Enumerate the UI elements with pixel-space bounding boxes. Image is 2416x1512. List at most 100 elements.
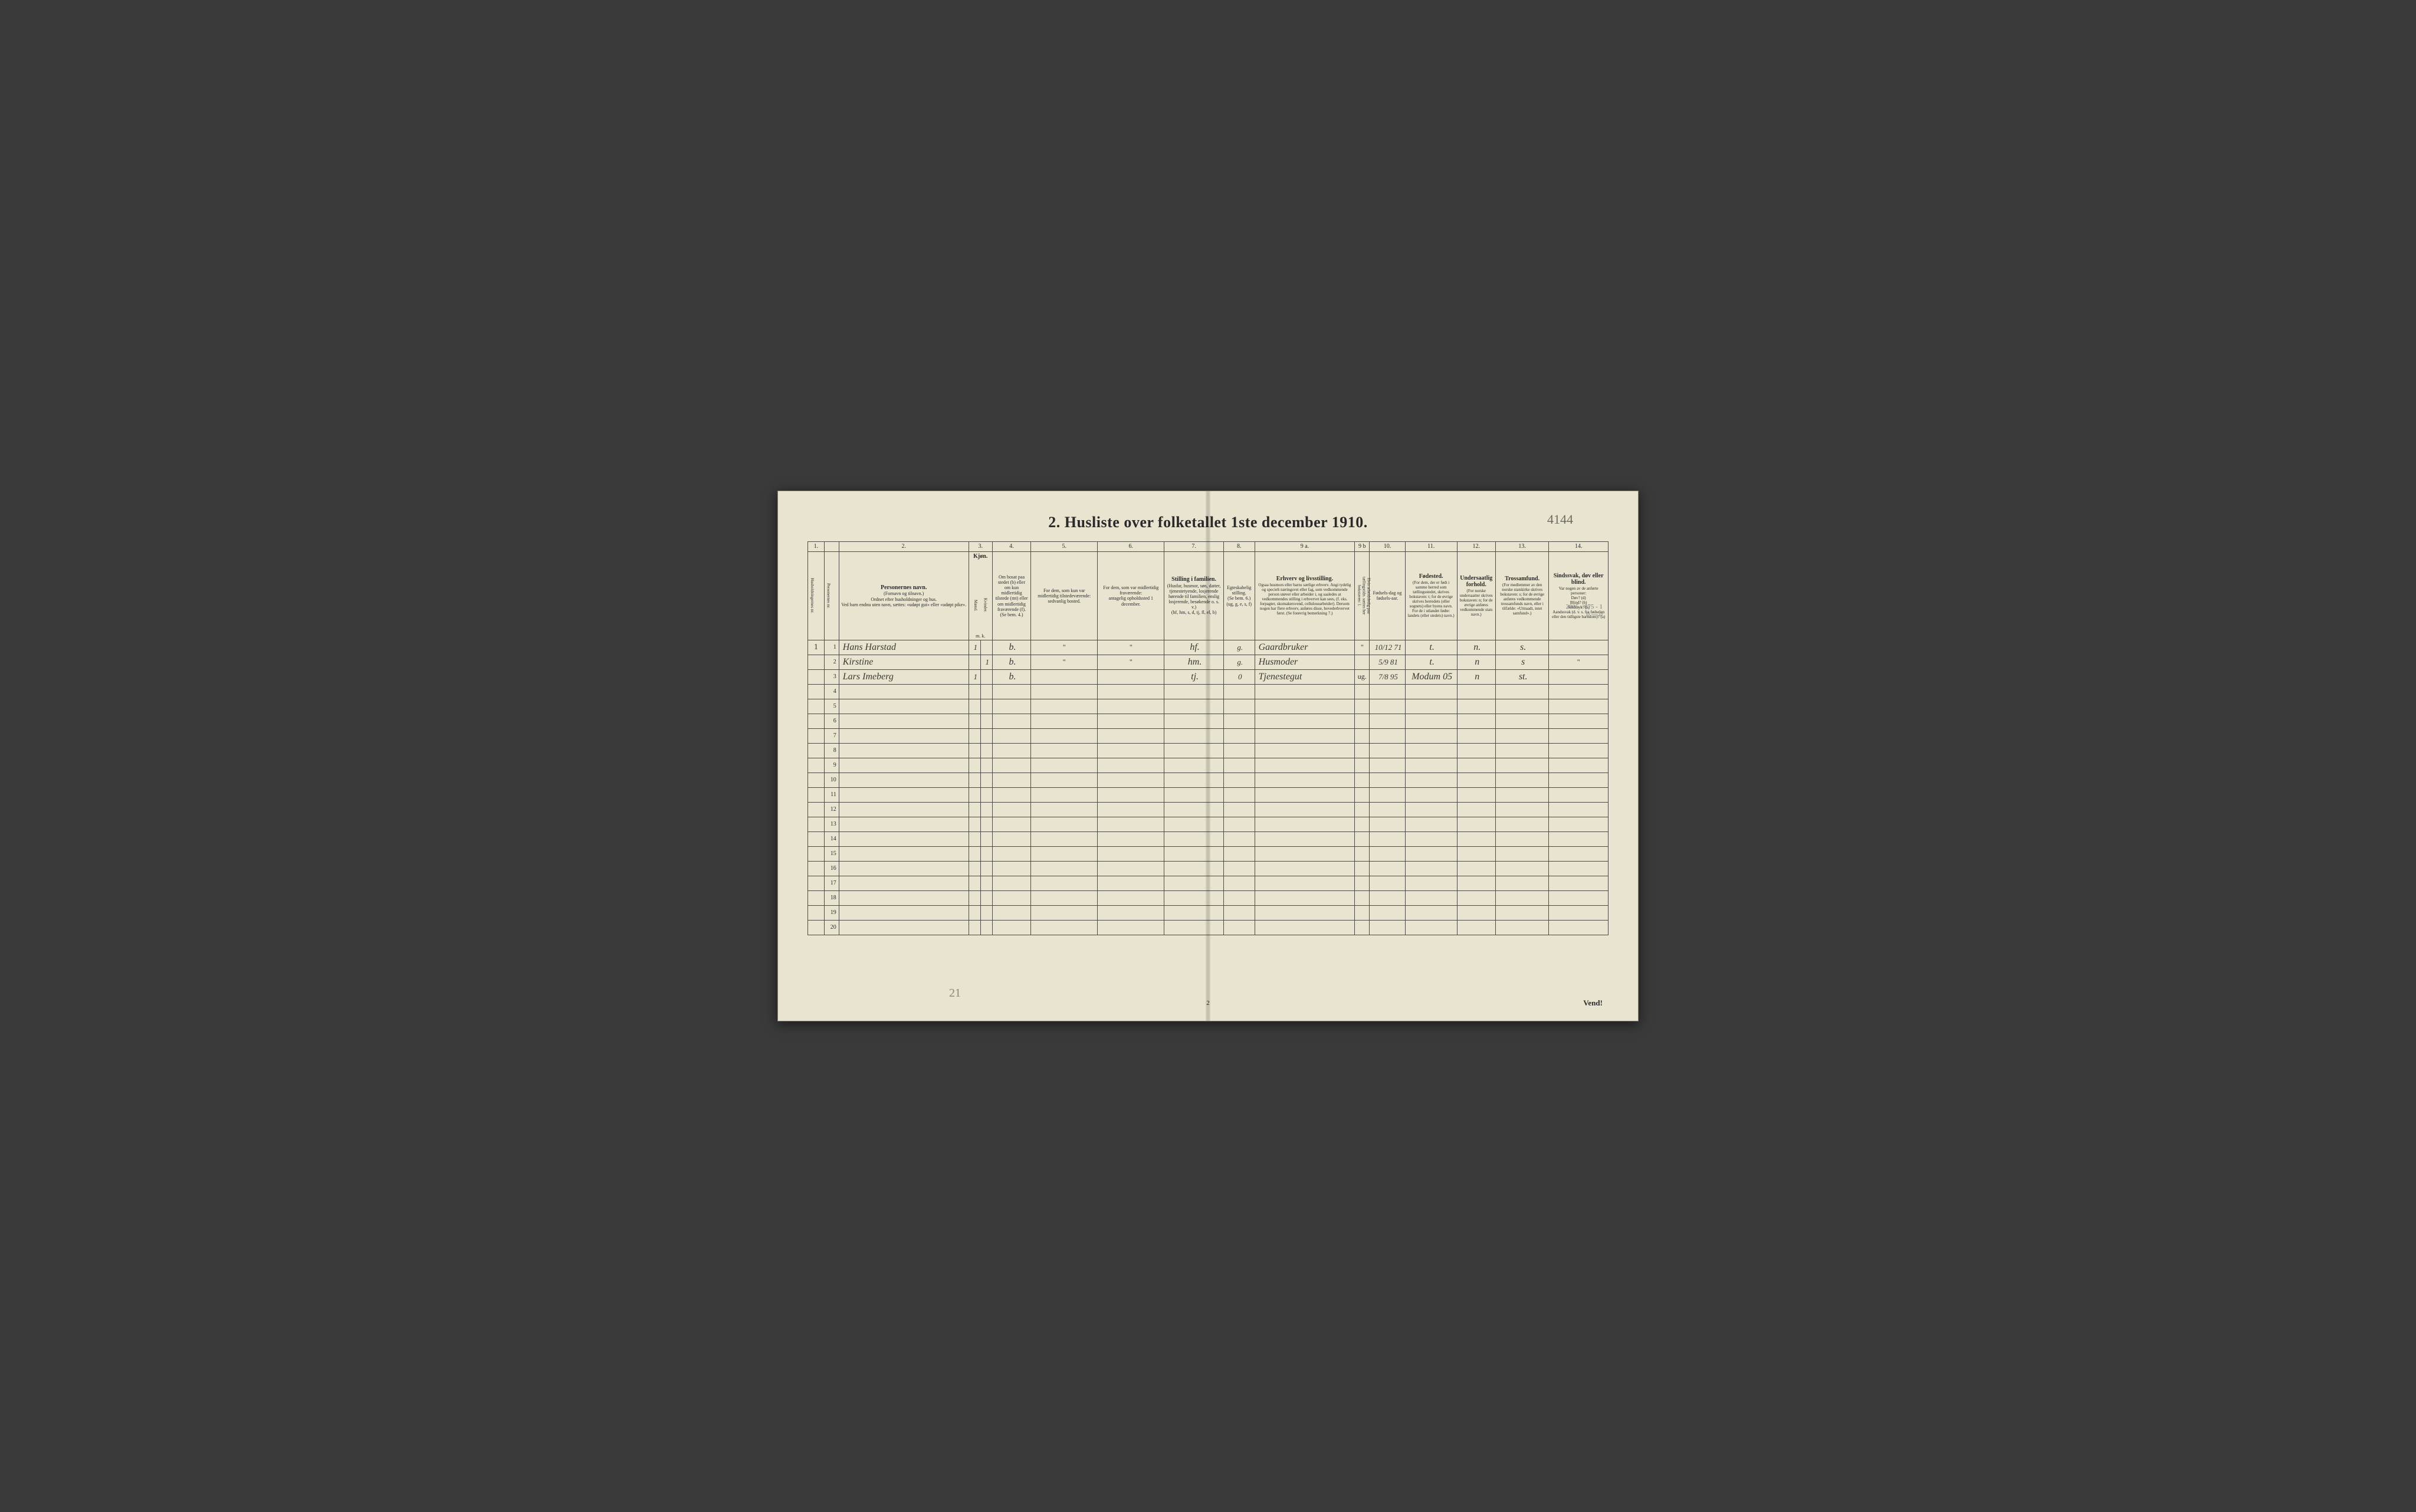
cell-empty [1549, 788, 1609, 803]
cell-empty [1355, 817, 1370, 832]
cell-household [808, 758, 825, 773]
cell-person-no: 10 [824, 773, 839, 788]
cell-empty [1031, 773, 1098, 788]
cell-empty [1031, 803, 1098, 817]
cell-empty [969, 862, 980, 876]
cell-empty [1495, 685, 1548, 699]
cell-empty [969, 699, 980, 714]
cell-c14 [1549, 640, 1609, 655]
cell-empty [1098, 862, 1164, 876]
cell-empty [1255, 906, 1355, 921]
cell-empty [1457, 773, 1495, 788]
cell-empty [1223, 788, 1255, 803]
cell-rel: s. [1495, 640, 1548, 655]
cell-empty [1223, 891, 1255, 906]
colnum-4: 4. [992, 542, 1030, 552]
cell-empty [1495, 788, 1548, 803]
cell-empty [1031, 921, 1098, 935]
cell-person-no: 1 [824, 640, 839, 655]
colnum-9b: 9 b [1355, 542, 1370, 552]
cell-empty [1370, 906, 1405, 921]
cell-person-no: 19 [824, 906, 839, 921]
cell-nat: n [1457, 655, 1495, 670]
cell-empty [1355, 729, 1370, 744]
cell-empty [1457, 891, 1495, 906]
cell-household [808, 862, 825, 876]
table-row-empty: 18 [808, 891, 1609, 906]
cell-empty [1355, 699, 1370, 714]
table-row-empty: 6 [808, 714, 1609, 729]
cell-empty [1164, 921, 1224, 935]
cell-empty [992, 729, 1030, 744]
cell-household [808, 832, 825, 847]
cell-empty [1549, 744, 1609, 758]
cell-empty [1370, 817, 1405, 832]
cell-empty [1031, 862, 1098, 876]
cell-c6 [1098, 670, 1164, 685]
cell-empty [969, 817, 980, 832]
cell-empty [839, 832, 969, 847]
cell-empty [1370, 729, 1405, 744]
cell-empty [1549, 773, 1609, 788]
cell-empty [1405, 744, 1457, 758]
cell-empty [1405, 921, 1457, 935]
cell-empty [992, 773, 1030, 788]
cell-empty [1457, 803, 1495, 817]
cell-empty [1164, 817, 1224, 832]
cell-family: hm. [1164, 655, 1224, 670]
hdr-household-no: Husholdningernes nr. [808, 551, 825, 640]
cell-empty [839, 758, 969, 773]
cell-empty [839, 891, 969, 906]
cell-household [808, 685, 825, 699]
cell-empty [1255, 862, 1355, 876]
cell-residence: b. [992, 655, 1030, 670]
cell-empty [969, 847, 980, 862]
cell-empty [1164, 729, 1224, 744]
cell-empty [1098, 832, 1164, 847]
cell-empty [839, 729, 969, 744]
cell-empty [1164, 876, 1224, 891]
cell-empty [1457, 788, 1495, 803]
cell-empty [1031, 729, 1098, 744]
cell-c9b: ug. [1355, 670, 1370, 685]
cell-empty [1495, 773, 1548, 788]
cell-birth: 5/9 81 [1370, 655, 1405, 670]
cell-empty [992, 788, 1030, 803]
cell-empty [1495, 832, 1548, 847]
hdr-birthdate: Fødsels-dag og fødsels-aar. [1370, 551, 1405, 640]
cell-empty [1255, 699, 1355, 714]
cell-empty [1098, 803, 1164, 817]
colnum-1: 1. [808, 542, 825, 552]
cell-empty [1355, 921, 1370, 935]
table-row-empty: 19 [808, 906, 1609, 921]
cell-empty [969, 803, 980, 817]
cell-empty [1031, 699, 1098, 714]
cell-empty [992, 876, 1030, 891]
cell-empty [1164, 744, 1224, 758]
cell-empty [1355, 862, 1370, 876]
cell-male: 1 [969, 640, 980, 655]
table-row-empty: 10 [808, 773, 1609, 788]
cell-household [808, 876, 825, 891]
cell-empty [1549, 758, 1609, 773]
cell-female: 1 [980, 655, 992, 670]
cell-birth: 10/12 71 [1370, 640, 1405, 655]
cell-empty [1405, 876, 1457, 891]
table-row-empty: 16 [808, 862, 1609, 876]
cell-household [808, 773, 825, 788]
cell-empty [969, 685, 980, 699]
cell-empty [1370, 803, 1405, 817]
cell-empty [1031, 788, 1098, 803]
cell-person-no: 14 [824, 832, 839, 847]
cell-empty [1255, 832, 1355, 847]
cell-female [980, 640, 992, 655]
cell-empty [980, 729, 992, 744]
cell-empty [1164, 906, 1224, 921]
hdr-temp-absent: For dem, som var midlertidig fraværende:… [1098, 551, 1164, 640]
cell-c6: " [1098, 640, 1164, 655]
cell-empty [1495, 906, 1548, 921]
cell-rel: s [1495, 655, 1548, 670]
cell-empty [1255, 803, 1355, 817]
cell-empty [980, 744, 992, 758]
cell-empty [1031, 817, 1098, 832]
